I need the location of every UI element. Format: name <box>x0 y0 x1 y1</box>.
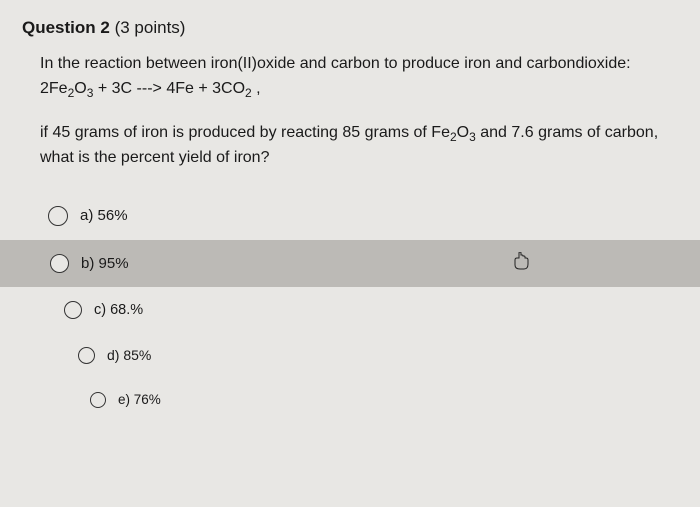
sub-question: if 45 grams of iron is produced by react… <box>40 121 678 170</box>
question-points: (3 points) <box>115 18 186 37</box>
cursor-icon <box>514 252 530 273</box>
option-d[interactable]: d) 85% <box>40 333 678 378</box>
options-list: a) 56% b) 95% c) 68.% d) 85% e) 76% <box>22 192 678 422</box>
option-c[interactable]: c) 68.% <box>40 287 678 333</box>
option-b[interactable]: b) 95% <box>0 240 700 287</box>
radio-icon[interactable] <box>50 254 69 273</box>
option-a[interactable]: a) 56% <box>40 192 678 240</box>
radio-icon[interactable] <box>78 347 95 364</box>
option-label: a) 56% <box>80 207 128 224</box>
radio-icon[interactable] <box>48 206 68 226</box>
option-e[interactable]: e) 76% <box>40 378 678 422</box>
option-label: c) 68.% <box>94 302 143 318</box>
radio-icon[interactable] <box>64 301 82 319</box>
option-label: b) 95% <box>81 255 129 272</box>
option-label: d) 85% <box>107 347 151 363</box>
question-body: In the reaction between iron(II)oxide an… <box>22 52 678 170</box>
radio-icon[interactable] <box>90 392 106 408</box>
equation: 2Fe2O3 + 3C ---> 4Fe + 3CO2 , <box>40 77 678 103</box>
option-label: e) 76% <box>118 392 161 407</box>
prompt-line1: In the reaction between iron(II)oxide an… <box>40 52 678 75</box>
question-header: Question 2 (3 points) <box>22 18 678 38</box>
question-number: Question 2 <box>22 18 110 37</box>
